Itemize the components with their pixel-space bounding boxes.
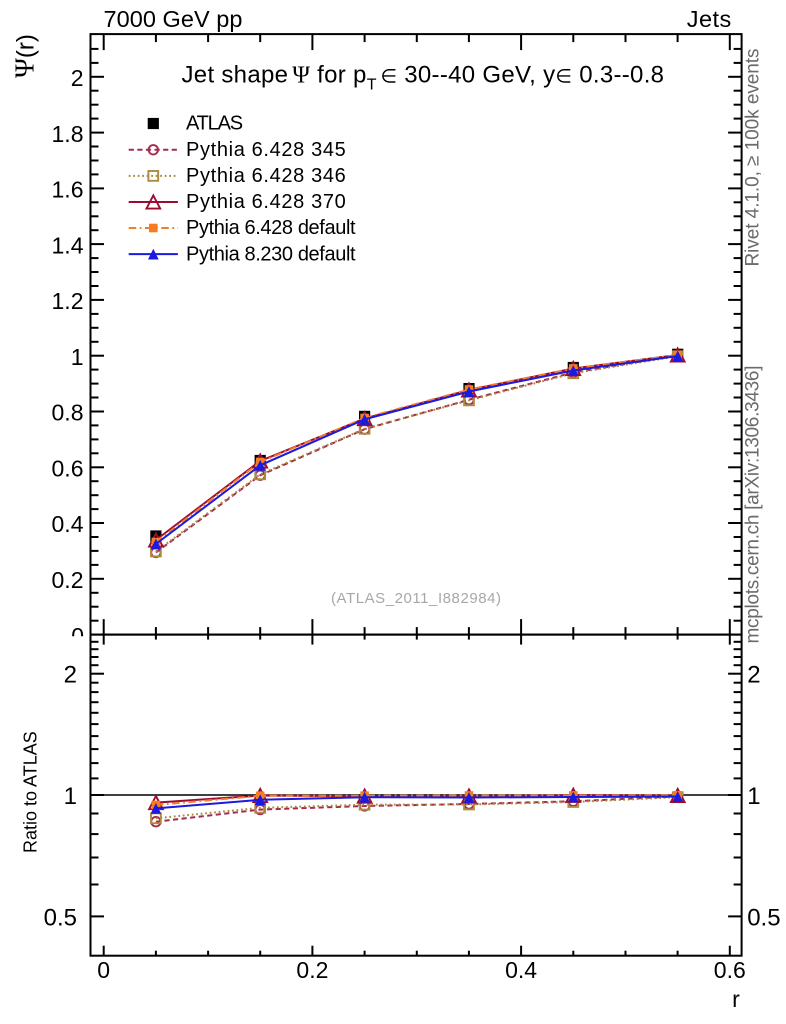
svg-text:0.2: 0.2	[52, 567, 84, 593]
svg-text:0.6: 0.6	[52, 456, 84, 482]
svg-text:1.8: 1.8	[52, 121, 84, 147]
svg-text:0: 0	[97, 957, 110, 983]
svg-text:Pythia 6.428 default: Pythia 6.428 default	[186, 217, 356, 239]
svg-text:0.6: 0.6	[714, 957, 746, 983]
svg-text:0.4: 0.4	[52, 511, 84, 537]
svg-text:r: r	[732, 986, 740, 1012]
svg-text:1: 1	[64, 783, 77, 810]
svg-text:Ratio to ATLAS: Ratio to ATLAS	[20, 731, 40, 853]
svg-text:2: 2	[64, 662, 77, 689]
svg-text:0.5: 0.5	[44, 904, 77, 931]
svg-text:7000 GeV pp: 7000 GeV pp	[104, 6, 243, 32]
svg-text:Jet shape Ψ for pT ∈ 30--40 Ge: Jet shape Ψ for pT ∈ 30--40 GeV, y∈ 0.3-…	[182, 61, 665, 93]
svg-text:Pythia 6.428 346: Pythia 6.428 346	[186, 165, 346, 187]
svg-text:Pythia 6.428 370: Pythia 6.428 370	[186, 191, 346, 213]
svg-text:0.8: 0.8	[52, 400, 84, 426]
svg-text:Jets: Jets	[687, 6, 732, 32]
svg-text:Rivet 4.1.0, ≥ 100k events: Rivet 4.1.0, ≥ 100k events	[743, 49, 764, 267]
svg-text:1.4: 1.4	[52, 232, 84, 258]
svg-text:Pythia 8.230 default: Pythia 8.230 default	[186, 243, 356, 265]
svg-text:(ATLAS_2011_I882984): (ATLAS_2011_I882984)	[331, 590, 501, 607]
svg-text:mcplots.cern.ch [arXiv:1306.34: mcplots.cern.ch [arXiv:1306.3436]	[743, 366, 764, 644]
svg-text:0: 0	[71, 623, 84, 649]
svg-text:2: 2	[71, 65, 84, 91]
svg-text:2: 2	[747, 662, 760, 689]
svg-text:Ψ(r): Ψ(r)	[10, 34, 40, 78]
svg-text:0.2: 0.2	[296, 957, 328, 983]
svg-text:1.6: 1.6	[52, 177, 84, 203]
svg-text:0.4: 0.4	[505, 957, 537, 983]
svg-text:1: 1	[747, 783, 760, 810]
svg-text:1: 1	[71, 344, 84, 370]
svg-text:ATLAS: ATLAS	[186, 113, 243, 135]
svg-text:Pythia 6.428 345: Pythia 6.428 345	[186, 139, 346, 161]
svg-text:0.5: 0.5	[747, 904, 780, 931]
svg-text:1.2: 1.2	[52, 288, 84, 314]
